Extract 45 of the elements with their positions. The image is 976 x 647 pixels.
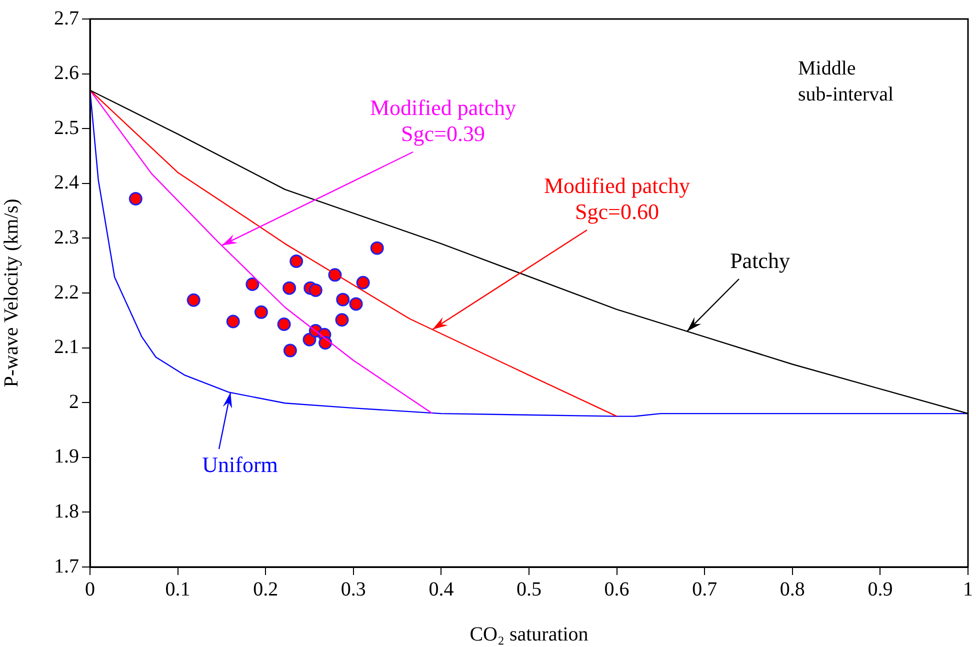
point	[186, 293, 200, 307]
x-tick-label: 0.1	[165, 578, 190, 600]
point	[246, 277, 260, 291]
y-tick-label: 2.7	[54, 7, 79, 30]
x-tick-label: 0.9	[868, 578, 893, 600]
y-tick-label: 1.8	[54, 500, 79, 522]
y-tick-label: 2.5	[54, 116, 79, 139]
y-tick-label: 2.3	[54, 226, 79, 248]
x-tick-label: 0.6	[604, 578, 630, 600]
point	[277, 317, 291, 331]
x-tick-label: 0.7	[692, 578, 718, 600]
point	[128, 192, 142, 206]
y-tick-label: 1.9	[54, 446, 79, 468]
point	[356, 276, 370, 290]
point	[328, 268, 342, 282]
y-tick-label: 1.7	[54, 555, 79, 578]
point	[290, 254, 304, 268]
annotation: Middle sub-interval	[798, 57, 894, 106]
point	[226, 314, 240, 328]
point	[308, 284, 322, 298]
point	[335, 313, 349, 327]
y-tick-label: 2	[69, 390, 79, 413]
point	[349, 297, 363, 311]
x-tick-label: 0.2	[253, 578, 278, 600]
x-axis-title: CO₂ saturation	[470, 623, 588, 646]
y-tick-label: 2.6	[54, 62, 79, 84]
x-tick-label: 0.4	[428, 578, 454, 600]
text: Patchy	[730, 248, 790, 273]
point	[254, 305, 268, 319]
y-tick-label: 2.1	[54, 336, 79, 358]
point	[336, 292, 350, 306]
y-tick-label: 2.4	[54, 172, 79, 194]
point	[283, 344, 297, 358]
x-tick-label: 1	[963, 578, 973, 600]
text: Uniform	[202, 452, 278, 477]
point	[370, 241, 384, 255]
x-tick-label: 0.8	[780, 578, 805, 600]
text: Modified patchy Sgc=0.60	[544, 172, 690, 224]
y-axis-title: P-wave Velocity (km/s)	[0, 198, 22, 388]
y-tick-label: 2.2	[54, 281, 79, 304]
x-tick-label: 0.3	[340, 578, 366, 600]
text: Modified patchy Sgc=0.39	[370, 94, 516, 146]
x-tick-label: 0	[85, 578, 95, 600]
x-tick-label: 0.5	[516, 578, 542, 600]
point	[282, 281, 296, 295]
